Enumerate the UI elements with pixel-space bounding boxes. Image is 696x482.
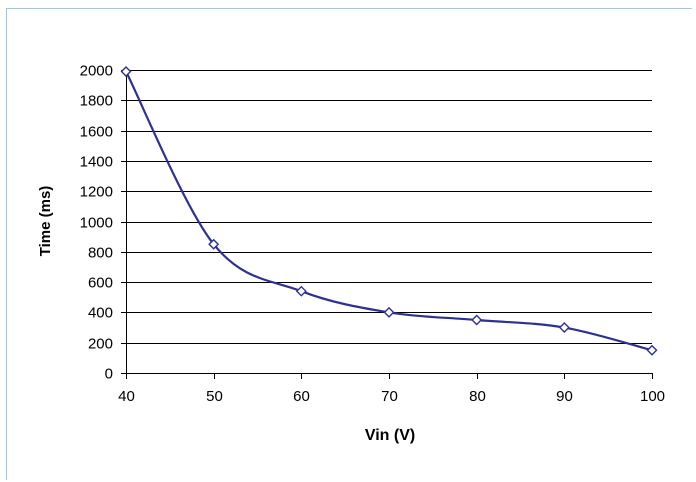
y-tick-labels: 0 200 400 600 800 1000 1200 1400 1600 1800 2000: [80, 63, 113, 383]
y-tick-label-2000: 2000: [80, 63, 113, 80]
data-point-50: [208, 238, 220, 250]
data-point-70: [383, 306, 395, 318]
x-axis-title: Vin (V): [365, 427, 415, 444]
x-tick-label-90: 90: [556, 388, 573, 405]
data-point-100: [646, 344, 658, 356]
y-tick-label-1000: 1000: [80, 215, 113, 232]
y-axis-title: Time (ms): [37, 186, 54, 257]
y-tick-label-0: 0: [105, 366, 113, 383]
y-tick-label-1800: 1800: [80, 93, 113, 110]
marker-layer: [120, 66, 658, 356]
x-tick-label-80: 80: [469, 388, 486, 405]
y-tick-label-600: 600: [88, 275, 113, 292]
chart-frame: [6, 8, 692, 480]
y-tick-label-400: 400: [88, 305, 113, 322]
y-tick-label-800: 800: [88, 245, 113, 262]
data-point-60: [295, 285, 307, 297]
y-tick-label-1400: 1400: [80, 154, 113, 171]
gridlines: [126, 70, 652, 344]
x-tick-label-60: 60: [293, 388, 310, 405]
x-tick-label-40: 40: [118, 388, 135, 405]
y-tick-label-200: 200: [88, 336, 113, 353]
x-tick-label-70: 70: [381, 388, 398, 405]
data-point-40: [120, 66, 132, 78]
x-tick-labels: 40 50 60 70 80 90 100: [118, 388, 665, 405]
data-point-80: [471, 314, 483, 326]
y-tick-label-1200: 1200: [80, 184, 113, 201]
y-tick-label-1600: 1600: [80, 124, 113, 141]
x-tick-label-100: 100: [640, 388, 665, 405]
x-tick-label-50: 50: [206, 388, 223, 405]
data-point-90: [558, 322, 570, 334]
